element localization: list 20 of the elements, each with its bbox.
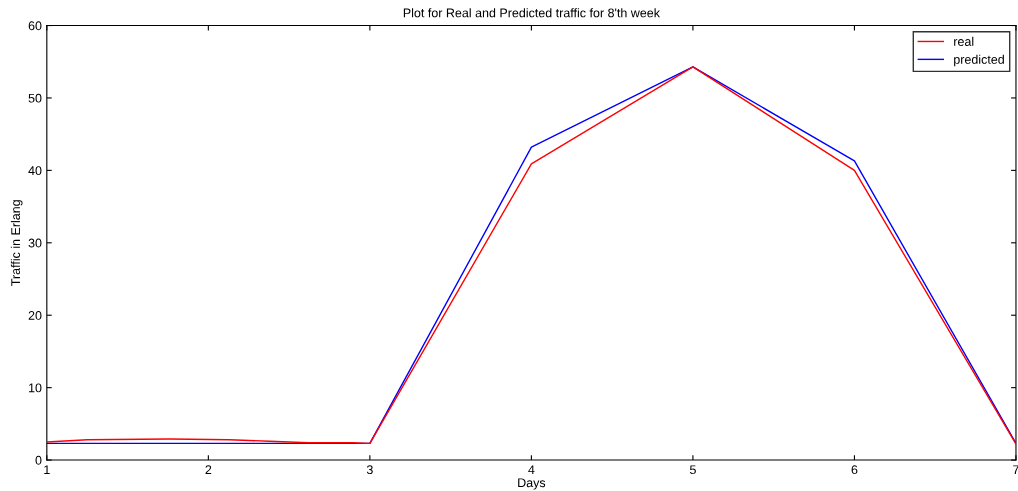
y-tick-label: 20 [28, 311, 42, 320]
x-tick-label: 1 [44, 465, 50, 474]
x-tick-label: 2 [205, 465, 212, 474]
legend-label: real [954, 36, 974, 46]
y-tick-label: 50 [28, 93, 42, 103]
x-tick-label: 3 [366, 465, 373, 475]
x-tick-label: 7 [1013, 465, 1018, 474]
y-tick-label: 30 [28, 238, 42, 248]
x-tick-label: 6 [851, 465, 858, 475]
y-tick-label: 60 [28, 21, 42, 31]
legend-label: predicted [954, 54, 1004, 67]
x-tick-label: 5 [689, 465, 696, 475]
y-tick-label: 10 [29, 383, 42, 393]
x-axis-title: Days [518, 478, 546, 490]
chart-title: Plot for Real and Predicted traffic for 8'th week [403, 8, 660, 18]
y-tick-label: 40 [28, 166, 42, 176]
line-series [46, 66, 1016, 445]
x-tick-label: 4 [528, 465, 535, 474]
y-axis-title: Traffic in Erlang [10, 200, 23, 286]
y-tick-label: 0 [35, 455, 42, 465]
